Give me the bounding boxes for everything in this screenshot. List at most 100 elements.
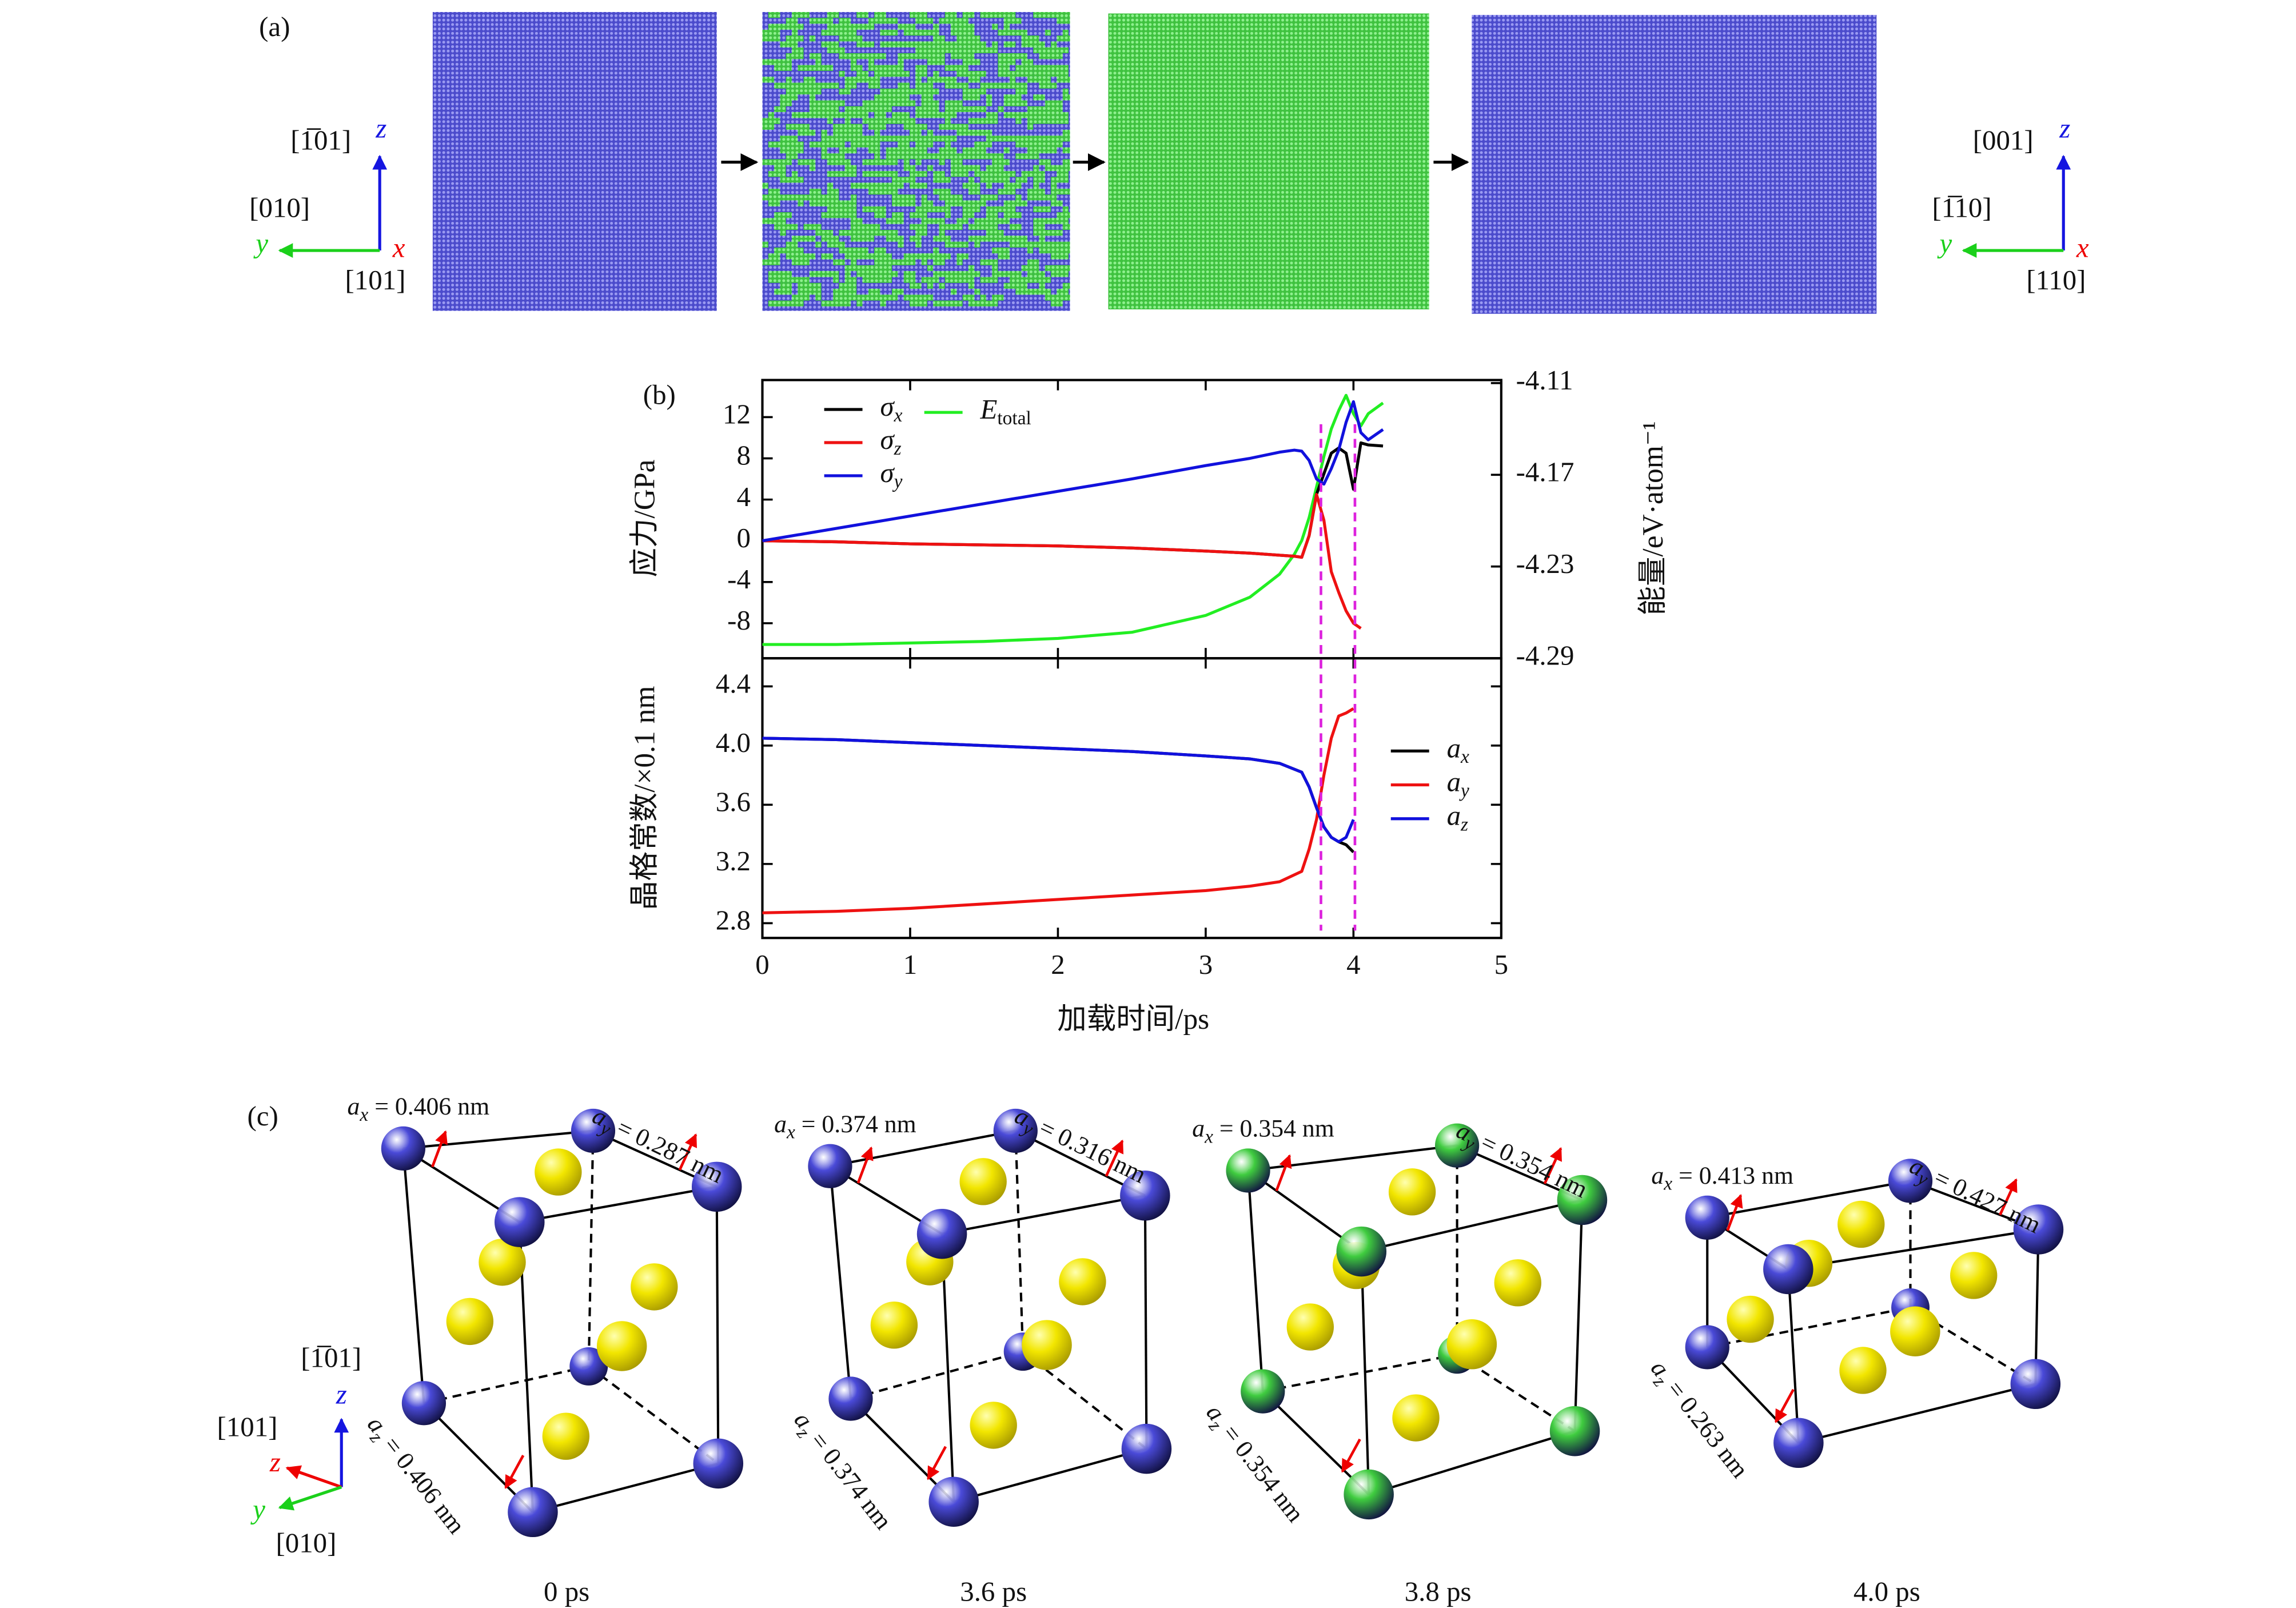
direction-label: [1̅01] bbox=[301, 1342, 361, 1373]
y2-axis-label: 能量/eV·atom⁻¹ bbox=[1637, 421, 1669, 616]
phase-patch bbox=[921, 194, 927, 201]
phase-patch bbox=[844, 136, 863, 142]
cell-edge bbox=[942, 1194, 1146, 1235]
phase-patch bbox=[850, 53, 863, 59]
phase-patch bbox=[1010, 224, 1022, 230]
snapshot bbox=[432, 11, 717, 311]
atom bbox=[494, 1197, 545, 1247]
phase-patch bbox=[951, 171, 957, 177]
legend-label: Etotal bbox=[980, 393, 1031, 428]
phase-patch bbox=[968, 271, 980, 277]
atom bbox=[808, 1144, 852, 1188]
phase-patch bbox=[1045, 11, 1051, 18]
phase-patch bbox=[944, 77, 951, 83]
phase-patch bbox=[944, 82, 951, 89]
atom bbox=[1121, 1423, 1172, 1474]
phase-patch bbox=[951, 159, 963, 165]
phase-patch bbox=[1015, 118, 1022, 124]
phase-patch bbox=[1033, 65, 1051, 71]
phase-patch bbox=[1057, 112, 1069, 118]
phase-patch bbox=[892, 177, 910, 183]
phase-patch bbox=[780, 41, 798, 47]
time-label: 4.0 ps bbox=[1853, 1576, 1920, 1607]
y-axis-label: 应力/GPa bbox=[629, 459, 661, 577]
phase-patch bbox=[892, 236, 904, 242]
atom bbox=[1685, 1195, 1729, 1240]
phase-patch bbox=[1015, 153, 1034, 160]
phase-patch bbox=[1033, 118, 1045, 124]
phase-patch bbox=[833, 259, 845, 265]
phase-patch bbox=[1039, 247, 1051, 254]
phase-patch bbox=[892, 288, 904, 295]
phase-patch bbox=[1010, 212, 1022, 218]
phase-patch bbox=[1021, 59, 1034, 65]
phase-patch bbox=[927, 88, 939, 95]
phase-patch bbox=[786, 100, 792, 106]
phase-patch bbox=[809, 159, 816, 165]
phase-patch bbox=[892, 271, 898, 277]
phase-patch bbox=[1027, 241, 1045, 248]
phase-patch bbox=[874, 11, 886, 18]
phase-patch bbox=[1010, 236, 1027, 242]
phase-patch bbox=[915, 77, 922, 83]
phase-patch bbox=[1051, 200, 1063, 206]
phase-patch bbox=[792, 11, 810, 18]
phase-patch bbox=[827, 65, 834, 71]
phase-patch bbox=[1045, 70, 1063, 77]
phase-patch bbox=[1057, 136, 1070, 142]
phase-patch bbox=[915, 230, 927, 236]
phase-patch bbox=[1062, 247, 1070, 254]
phase-patch bbox=[1039, 282, 1045, 289]
phase-patch bbox=[774, 141, 780, 148]
phase-patch bbox=[886, 294, 898, 301]
phase-patch bbox=[833, 300, 851, 307]
phase-patch bbox=[1045, 288, 1051, 295]
phase-patch bbox=[850, 124, 863, 130]
phase-patch bbox=[909, 236, 922, 242]
phase-patch bbox=[774, 165, 786, 172]
cell-edge bbox=[1787, 1269, 1800, 1443]
snapshots bbox=[432, 11, 1877, 314]
phase-patch bbox=[803, 224, 822, 230]
cell-edge bbox=[1361, 1199, 1583, 1253]
phase-patch bbox=[903, 253, 916, 260]
phase-patch bbox=[921, 29, 939, 36]
cell-edge bbox=[1143, 1195, 1148, 1449]
phase-patch bbox=[868, 253, 880, 260]
atom bbox=[542, 1412, 590, 1460]
direction-label: [110] bbox=[2026, 264, 2086, 296]
phase-patch bbox=[833, 47, 845, 54]
phase-patch bbox=[968, 200, 986, 206]
phase-patch bbox=[915, 206, 922, 213]
phase-patch bbox=[986, 165, 1004, 172]
phase-patch bbox=[844, 271, 851, 277]
direction-label: [101] bbox=[345, 264, 405, 296]
phase-patch bbox=[933, 253, 945, 260]
phase-patch bbox=[892, 112, 910, 118]
phase-patch bbox=[986, 177, 992, 183]
phase-patch bbox=[933, 300, 939, 307]
phase-patch bbox=[833, 159, 851, 165]
phase-patch bbox=[962, 153, 975, 160]
cell-edge bbox=[1798, 1383, 2036, 1444]
phase-patch bbox=[850, 182, 868, 189]
phase-patch bbox=[792, 53, 798, 59]
phase-patch bbox=[986, 11, 1004, 18]
phase-patch bbox=[886, 182, 904, 189]
phase-patch bbox=[903, 177, 916, 183]
lattice-arrow bbox=[504, 1455, 525, 1489]
phase-patch bbox=[821, 129, 827, 136]
phase-patch bbox=[809, 18, 822, 24]
phase-patch bbox=[921, 253, 934, 260]
phase-patch bbox=[768, 23, 786, 30]
phase-patch bbox=[915, 82, 934, 89]
phase-patch bbox=[874, 129, 880, 136]
phase-patch bbox=[1062, 65, 1069, 71]
phase-patch bbox=[809, 141, 827, 148]
phase-patch bbox=[874, 106, 880, 113]
y-axis-label: 晶格常数/×0.1 nm bbox=[629, 686, 661, 910]
phase-patch bbox=[809, 200, 822, 206]
phase-patch bbox=[809, 94, 816, 101]
phase-patch bbox=[780, 282, 792, 289]
